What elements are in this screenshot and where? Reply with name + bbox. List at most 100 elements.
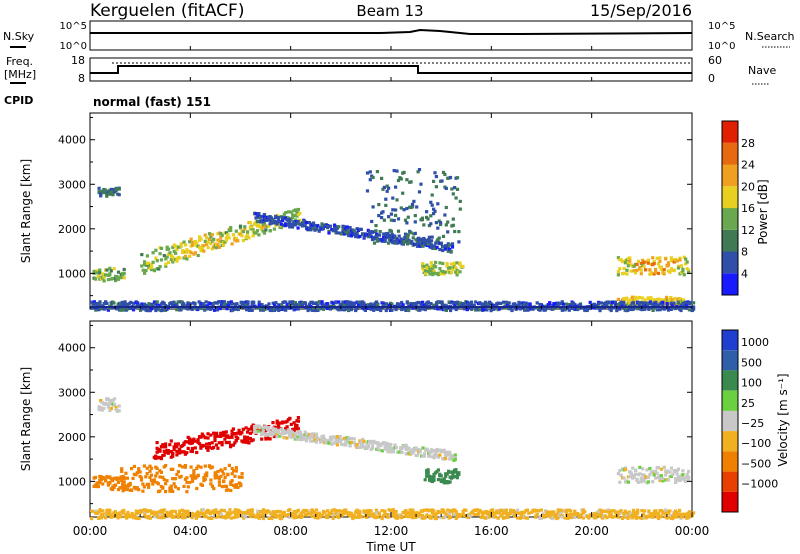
echo-cell	[496, 516, 500, 520]
echo-cell	[229, 516, 233, 520]
power-panel-frame	[89, 112, 693, 310]
echo-cell	[158, 475, 162, 479]
echo-cell	[229, 482, 233, 486]
echo-cell	[679, 297, 683, 301]
echo-cell	[532, 509, 536, 513]
echo-cell	[98, 271, 102, 275]
echo-cell	[636, 508, 640, 512]
echo-cell	[548, 301, 552, 305]
echo-cell	[213, 436, 217, 440]
echo-cell	[527, 511, 531, 515]
echo-cell	[425, 447, 429, 451]
power-colorbar-tick: 24	[741, 159, 755, 172]
echo-cell	[173, 510, 177, 514]
echo-cell	[124, 516, 129, 520]
echo-cell	[295, 222, 299, 226]
echo-cell	[672, 301, 676, 305]
echo-cell	[504, 508, 508, 512]
echo-cell	[148, 464, 152, 468]
echo-cell	[442, 272, 446, 276]
echo-cell	[356, 445, 361, 450]
echo-cell	[414, 515, 418, 519]
echo-cell	[349, 511, 353, 515]
power-colorbar-swatch	[722, 229, 738, 252]
echo-cell	[141, 307, 145, 311]
echo-cell	[175, 445, 179, 449]
echo-cell	[354, 235, 358, 239]
echo-cell	[92, 300, 96, 304]
echo-cell	[251, 234, 255, 238]
echo-cell	[119, 515, 123, 519]
echo-cell	[236, 239, 240, 243]
echo-cell	[199, 249, 203, 253]
echo-cell	[458, 262, 462, 266]
echo-cell	[297, 429, 302, 433]
echo-cell	[648, 467, 652, 471]
echo-cell	[182, 302, 186, 306]
echo-cell	[99, 399, 103, 403]
echo-cell	[104, 516, 108, 520]
nsky-tick-bottom: 10^0	[60, 41, 87, 52]
echo-cell	[185, 476, 189, 480]
echo-cell	[104, 273, 108, 277]
echo-cell	[392, 218, 396, 223]
echo-cell	[665, 302, 669, 306]
echo-cell	[427, 224, 431, 228]
station-title: Kerguelen (fitACF)	[90, 1, 244, 21]
echo-cell	[432, 269, 436, 273]
echo-cell	[511, 509, 515, 513]
echo-cell	[428, 454, 432, 458]
echo-cell	[240, 472, 244, 476]
echo-cell	[400, 450, 404, 454]
echo-cell	[348, 302, 352, 306]
echo-cell	[341, 300, 345, 304]
echo-cell	[210, 516, 214, 520]
echo-cell	[211, 509, 215, 513]
echo-cell	[437, 510, 441, 514]
echo-cell	[114, 279, 118, 283]
echo-cell	[676, 264, 681, 268]
echo-cell	[411, 236, 415, 240]
echo-cell	[687, 515, 691, 519]
echo-cell	[203, 304, 207, 308]
echo-cell	[449, 307, 453, 311]
echo-cell	[405, 511, 409, 515]
echo-cell	[240, 475, 244, 479]
echo-cell	[330, 511, 334, 515]
echo-cell	[352, 229, 356, 233]
echo-cell	[202, 444, 206, 448]
echo-cell	[230, 472, 234, 476]
echo-cell	[221, 515, 225, 519]
echo-cell	[451, 192, 455, 196]
echo-cell	[436, 273, 441, 277]
echo-cell	[300, 224, 304, 228]
echo-cell	[345, 301, 349, 305]
echo-cell	[453, 229, 457, 234]
echo-cell	[212, 308, 217, 312]
echo-cell	[376, 443, 380, 447]
echo-cell	[439, 241, 443, 245]
echo-cell	[338, 439, 342, 443]
echo-cell	[148, 516, 152, 520]
echo-cell	[300, 303, 305, 307]
echo-cell	[286, 222, 290, 226]
echo-cell	[141, 268, 145, 272]
echo-cell	[101, 509, 105, 513]
echo-cell	[200, 432, 204, 436]
echo-cell	[538, 308, 542, 312]
echo-cell	[396, 178, 401, 183]
echo-cell	[636, 259, 640, 263]
echo-cell	[164, 304, 168, 308]
echo-cell	[285, 419, 289, 423]
echo-cell	[261, 508, 265, 512]
echo-cell	[380, 509, 384, 513]
echo-cell	[651, 256, 655, 260]
echo-cell	[348, 300, 352, 304]
echo-cell	[654, 469, 658, 473]
echo-cell	[178, 464, 182, 468]
echo-cell	[179, 244, 183, 248]
echo-cell	[326, 302, 330, 306]
echo-cell	[530, 510, 534, 514]
echo-cell	[682, 255, 686, 259]
echo-cell	[254, 430, 258, 435]
